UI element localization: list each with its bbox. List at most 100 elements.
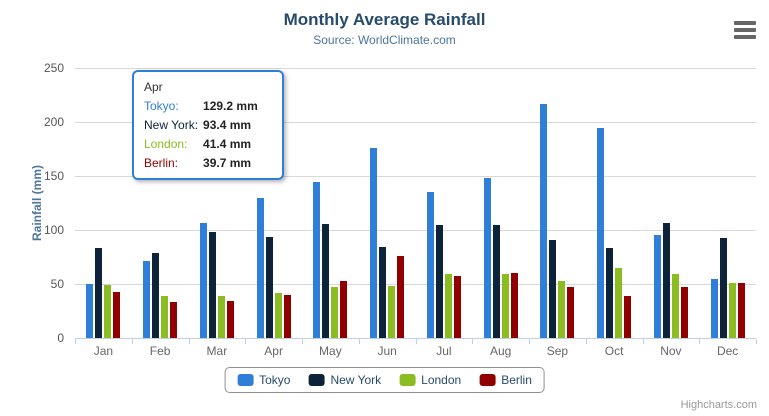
x-axis-label: Aug [489,344,512,358]
x-axis-label: May [319,344,342,358]
bar-berlin[interactable] [567,286,575,338]
y-axis-tick-label: 250 [43,61,64,75]
x-axis-tick [302,339,303,344]
x-axis-label: Jan [93,344,114,358]
bar-london[interactable] [671,273,679,338]
x-axis-tick [756,339,757,344]
bar-tokyo[interactable] [370,147,378,338]
bar-tokyo[interactable] [313,182,321,338]
tooltip-series-name: London: [144,137,188,151]
bar-new-york[interactable] [606,247,614,338]
bar-tokyo[interactable] [540,104,548,338]
bar-new-york[interactable] [435,224,443,338]
bar-tokyo[interactable] [426,191,434,338]
credits-link[interactable]: Highcharts.com [680,399,757,411]
x-axis-tick [699,339,701,344]
bar-tokyo[interactable] [597,128,605,338]
bar-tokyo[interactable] [653,234,661,338]
hamburger-icon [734,21,756,25]
bar-group-feb [132,68,189,338]
bar-berlin[interactable] [737,282,745,338]
bar-tokyo[interactable] [710,279,718,338]
gridline [75,230,756,231]
x-axis-label: Jun [377,344,397,358]
legend-item-berlin[interactable]: Berlin [479,373,532,387]
legend-label: Tokyo [259,373,291,387]
bar-new-york[interactable] [152,252,160,338]
bar-london[interactable] [388,285,396,338]
tooltip: Apr Tokyo: 129.2 mm New York: 93.4 mm London… [132,70,284,180]
x-axis-labels: Jan Feb Mar Apr May Jun Jul Aug Sep Oct Nov Dec [75,344,756,358]
bar-tokyo[interactable] [199,223,207,338]
x-axis-tick [529,339,530,344]
bar-group-sep [529,68,586,338]
legend-swatch-icon [308,374,325,386]
bar-tokyo[interactable] [86,284,94,338]
bar-group-nov [643,68,700,338]
bar-london[interactable] [331,287,339,338]
tooltip-series-value: 129.2 mm [203,99,258,113]
bar-new-york[interactable] [549,239,557,338]
bar-new-york[interactable] [719,238,727,338]
bar-new-york[interactable] [265,237,273,338]
x-axis-line [75,338,756,339]
bar-london[interactable] [217,295,225,338]
bar-berlin[interactable] [113,292,121,338]
x-axis-label: Oct [604,344,624,358]
bar-group-apr [245,68,302,338]
bar-new-york[interactable] [379,246,387,338]
bar-berlin[interactable] [340,281,348,338]
y-axis-tick-label: 0 [57,331,64,345]
bar-london[interactable] [558,281,566,338]
bar-new-york[interactable] [662,222,670,338]
bar-london[interactable] [444,274,452,338]
y-axis-tick-label: 50 [50,277,64,291]
bar-london[interactable] [501,273,509,338]
bar-tokyo[interactable] [143,260,151,338]
chart-subtitle: Source: WorldClimate.com [313,33,456,47]
y-axis-tick-label: 150 [43,169,64,183]
bar-new-york[interactable] [95,247,103,338]
bar-berlin[interactable] [397,256,405,338]
bar-london[interactable] [104,285,112,338]
x-axis-label: Apr [264,344,283,358]
bar-berlin[interactable] [283,295,291,338]
bar-london[interactable] [274,293,282,338]
tooltip-series-name: Tokyo: [144,99,179,113]
gridline [75,122,756,123]
bar-berlin[interactable] [624,295,632,338]
bar-london[interactable] [728,282,736,338]
x-axis-tick [472,339,474,344]
y-axis-tick-label: 100 [43,223,64,237]
legend-swatch-icon [399,374,416,386]
bar-berlin[interactable] [510,272,518,338]
bar-london[interactable] [161,296,169,338]
bar-group-jul [416,68,473,338]
bar-tokyo[interactable] [483,177,491,338]
legend-item-tokyo[interactable]: Tokyo [237,373,290,387]
legend: Tokyo New York London Berlin [224,367,545,393]
x-axis-tick [642,339,644,344]
bar-berlin[interactable] [453,276,461,338]
bar-new-york[interactable] [208,231,216,338]
gridline [75,68,756,69]
bar-new-york[interactable] [322,223,330,338]
bar-berlin[interactable] [680,287,688,338]
export-menu-button[interactable] [734,21,756,39]
tooltip-series-value: 39.7 mm [203,156,252,170]
x-axis-tick [188,339,190,344]
tooltip-rows: Tokyo: 129.2 mm New York: 93.4 mm London: 41.… [144,99,272,170]
x-axis-label: Dec [716,344,739,358]
bar-berlin[interactable] [170,302,178,338]
bar-london[interactable] [615,267,623,338]
bar-new-york[interactable] [492,225,500,338]
bar-berlin[interactable] [226,300,234,338]
legend-item-london[interactable]: London [399,373,461,387]
hamburger-icon [734,28,756,32]
x-axis-label: Sep [546,344,569,358]
bar-tokyo[interactable] [256,198,264,338]
bar-group-dec [699,68,756,338]
bar-group-aug [472,68,529,338]
legend-item-new-york[interactable]: New York [308,373,381,387]
